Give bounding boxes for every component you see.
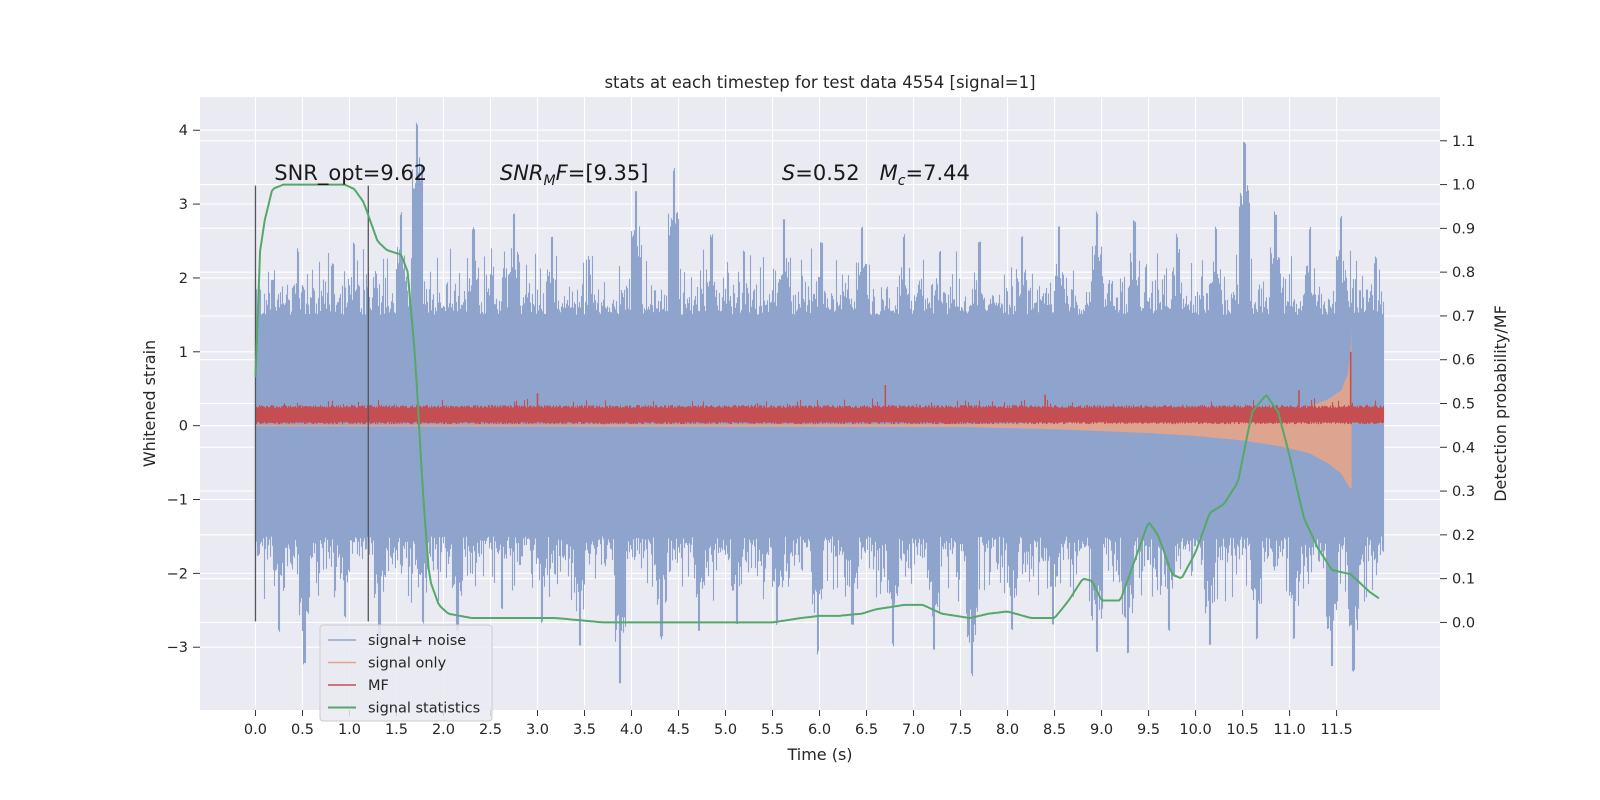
y-right-tick-label: 0.9 bbox=[1452, 221, 1475, 237]
x-tick-label: 9.5 bbox=[1137, 722, 1160, 738]
y-right-tick-label: 0.6 bbox=[1452, 353, 1475, 369]
x-axis-label: Time (s) bbox=[786, 745, 852, 764]
legend-label: MF bbox=[368, 678, 389, 694]
x-tick-label: 0.5 bbox=[291, 722, 314, 738]
snr-opt-annotation: SNR_opt=9.62 bbox=[274, 161, 427, 186]
x-tick-label: 11.0 bbox=[1273, 722, 1305, 738]
x-tick-label: 4.0 bbox=[620, 722, 643, 738]
legend-box bbox=[319, 624, 493, 722]
y-tick-label: 4 bbox=[179, 123, 188, 139]
x-tick-label: 2.5 bbox=[479, 722, 502, 738]
s-mc-annotation: S=0.52 Mc=7.44 bbox=[782, 161, 970, 189]
x-tick-label: 8.0 bbox=[996, 722, 1019, 738]
y-tick-label: −2 bbox=[167, 566, 188, 582]
legend-label: signal+ noise bbox=[368, 633, 466, 649]
x-tick-label: 9.0 bbox=[1090, 722, 1113, 738]
x-tick-label: 7.5 bbox=[949, 722, 972, 738]
y-right-tick-label: 0.1 bbox=[1452, 572, 1475, 588]
signal-statistics-line bbox=[254, 183, 1380, 624]
x-tick-label: 8.5 bbox=[1043, 722, 1066, 738]
y-right-tick-label: 1.1 bbox=[1452, 134, 1475, 150]
axes: 0.0 0.5 1.0 1.5 2.0 2.5 3.0 3.5 4.0 4.5 5.0 5.5 6.0 6… bbox=[167, 123, 1475, 738]
y-right-tick-label: 0.2 bbox=[1452, 528, 1475, 544]
y-tick-label: 1 bbox=[179, 345, 188, 361]
x-tick-label: 1.0 bbox=[338, 722, 361, 738]
legend: signal+ noise signal only MF signal statist… bbox=[319, 624, 493, 722]
y-tick-label: −1 bbox=[167, 493, 188, 509]
x-tick-label: 11.5 bbox=[1320, 722, 1352, 738]
x-tick-label: 3.0 bbox=[526, 722, 549, 738]
y-axis-right-label: Detection probability/MF bbox=[1491, 305, 1510, 502]
y-right-tick-label: 0.0 bbox=[1452, 615, 1475, 631]
annotations: SNR_opt=9.62 SNRMF=[9.35] S=0.52 Mc=7.44 bbox=[274, 161, 970, 189]
legend-label: signal only bbox=[368, 656, 447, 672]
x-tick-label: 5.0 bbox=[714, 722, 737, 738]
x-tick-label: 5.5 bbox=[761, 722, 784, 738]
y-right-tick-label: 0.3 bbox=[1452, 484, 1475, 500]
x-tick-label: 2.0 bbox=[432, 722, 455, 738]
x-tick-label: 6.5 bbox=[855, 722, 878, 738]
x-tick-label: 10.0 bbox=[1179, 722, 1211, 738]
y-tick-label: 2 bbox=[179, 271, 188, 287]
y-right-tick-label: 0.5 bbox=[1452, 397, 1475, 413]
y-tick-label: 3 bbox=[179, 197, 188, 213]
y-tick-label: 0 bbox=[179, 419, 188, 435]
y-right-tick-label: 1.0 bbox=[1452, 178, 1475, 194]
x-tick-label: 4.5 bbox=[667, 722, 690, 738]
y-axis-label: Whitened strain bbox=[140, 340, 159, 467]
y-right-tick-label: 0.7 bbox=[1452, 309, 1475, 325]
series-layer bbox=[254, 122, 1385, 684]
y-right-tick-label: 0.4 bbox=[1452, 440, 1475, 456]
x-tick-label: 6.0 bbox=[808, 722, 831, 738]
y-right-tick-label: 0.8 bbox=[1452, 265, 1475, 281]
snr-mf-annotation: SNRMF=[9.35] bbox=[500, 161, 649, 189]
x-tick-label: 0.0 bbox=[244, 722, 267, 738]
legend-label: signal statistics bbox=[368, 701, 480, 717]
chart-title: stats at each timestep for test data 455… bbox=[604, 73, 1035, 92]
x-tick-label: 1.5 bbox=[385, 722, 408, 738]
y-tick-label: −3 bbox=[167, 640, 188, 656]
x-tick-label: 10.5 bbox=[1226, 722, 1258, 738]
x-tick-label: 7.0 bbox=[902, 722, 925, 738]
x-tick-label: 3.5 bbox=[573, 722, 596, 738]
